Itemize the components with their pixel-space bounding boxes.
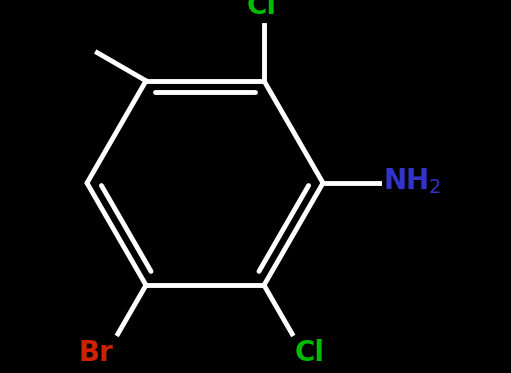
Text: Cl: Cl: [247, 0, 277, 20]
Text: Br: Br: [78, 339, 113, 367]
Text: NH$_2$: NH$_2$: [383, 166, 442, 196]
Text: Cl: Cl: [295, 339, 325, 367]
